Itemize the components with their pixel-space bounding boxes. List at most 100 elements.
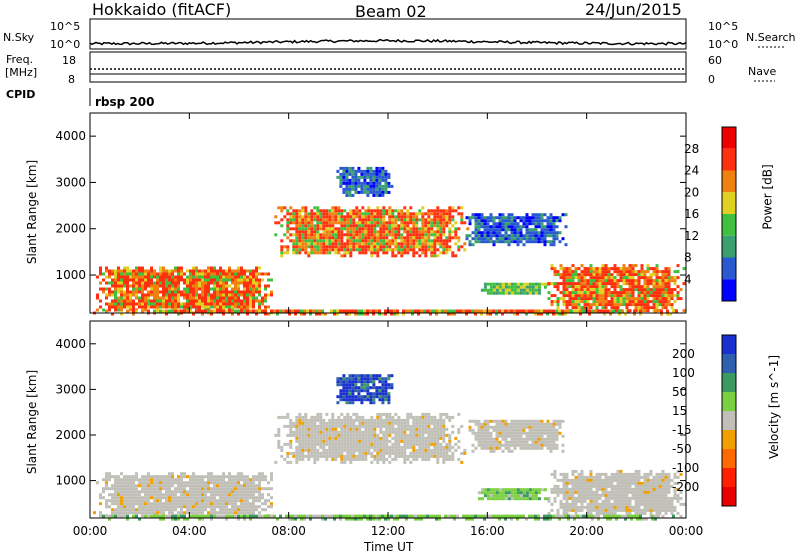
data-cell bbox=[192, 266, 195, 270]
data-cell bbox=[519, 282, 523, 286]
data-cell bbox=[159, 296, 162, 300]
data-cell bbox=[361, 239, 365, 243]
data-cell bbox=[307, 451, 311, 455]
data-cell bbox=[400, 212, 404, 216]
data-cell bbox=[492, 425, 496, 429]
data-cell bbox=[316, 457, 320, 461]
data-cell bbox=[424, 451, 428, 455]
data-cell bbox=[531, 291, 535, 295]
data-cell bbox=[373, 442, 377, 446]
data-cell bbox=[367, 430, 371, 434]
data-cell bbox=[421, 415, 425, 419]
data-cell bbox=[406, 436, 410, 440]
data-cell bbox=[550, 267, 554, 271]
data-cell bbox=[616, 303, 620, 307]
data-cell bbox=[213, 287, 216, 291]
data-cell bbox=[477, 428, 481, 432]
data-cell bbox=[237, 278, 240, 282]
data-cell bbox=[213, 275, 216, 279]
data-cell bbox=[171, 287, 174, 291]
data-cell bbox=[183, 502, 186, 506]
data-cell bbox=[177, 290, 180, 294]
data-cell bbox=[376, 206, 380, 210]
data-cell bbox=[583, 273, 587, 277]
data-cell bbox=[207, 284, 210, 288]
data-cell bbox=[264, 299, 267, 303]
data-cell bbox=[552, 312, 555, 316]
data-cell bbox=[249, 502, 252, 506]
data-cell bbox=[451, 215, 455, 219]
data-cell bbox=[237, 296, 240, 300]
data-cell bbox=[243, 484, 246, 488]
data-cell bbox=[433, 245, 437, 249]
data-cell bbox=[198, 296, 201, 300]
data-cell bbox=[427, 421, 431, 425]
data-cell bbox=[357, 184, 361, 188]
data-cell bbox=[342, 309, 345, 313]
data-cell bbox=[207, 499, 210, 503]
data-cell bbox=[463, 221, 467, 225]
data-cell bbox=[213, 487, 216, 491]
data-cell bbox=[243, 490, 246, 494]
data-cell bbox=[379, 209, 383, 213]
data-cell bbox=[198, 299, 201, 303]
data-cell bbox=[216, 293, 219, 297]
data-cell bbox=[336, 380, 340, 384]
data-cell bbox=[424, 254, 428, 258]
data-cell bbox=[102, 278, 105, 282]
data-cell bbox=[291, 309, 294, 313]
data-cell bbox=[343, 418, 347, 422]
data-cell bbox=[355, 239, 359, 243]
data-cell bbox=[129, 481, 132, 485]
data-cell bbox=[144, 302, 147, 306]
data-cell bbox=[171, 293, 174, 297]
data-cell bbox=[631, 273, 635, 277]
data-cell bbox=[99, 511, 102, 515]
data-cell bbox=[364, 454, 368, 458]
data-cell bbox=[372, 172, 376, 176]
data-cell bbox=[123, 514, 126, 518]
data-cell bbox=[367, 218, 371, 222]
data-cell bbox=[216, 296, 219, 300]
data-cell bbox=[559, 490, 563, 494]
data-cell bbox=[316, 412, 320, 416]
data-cell bbox=[321, 309, 324, 313]
data-cell bbox=[628, 282, 632, 286]
data-cell bbox=[195, 272, 198, 276]
data-cell bbox=[325, 433, 329, 437]
data-cell bbox=[201, 293, 204, 297]
data-cell bbox=[319, 445, 323, 449]
data-cell bbox=[561, 309, 564, 313]
data-cell bbox=[310, 233, 314, 237]
data-cell bbox=[390, 309, 393, 313]
data-cell bbox=[375, 172, 379, 176]
data-cell bbox=[204, 269, 207, 273]
data-cell bbox=[246, 493, 249, 497]
data-cell bbox=[528, 437, 532, 441]
data-cell bbox=[123, 275, 126, 279]
data-cell bbox=[427, 215, 431, 219]
data-cell bbox=[252, 309, 255, 313]
data-cell bbox=[123, 487, 126, 491]
data-cell bbox=[360, 383, 364, 387]
data-cell bbox=[448, 209, 452, 213]
data-cell bbox=[448, 457, 452, 461]
data-cell bbox=[270, 502, 273, 506]
data-cell bbox=[144, 272, 147, 276]
data-cell bbox=[351, 383, 355, 387]
data-cell bbox=[346, 242, 350, 246]
data-cell bbox=[307, 427, 311, 431]
data-cell bbox=[165, 272, 168, 276]
data-cell bbox=[492, 234, 496, 238]
data-cell bbox=[361, 448, 365, 452]
data-cell bbox=[366, 392, 370, 396]
data-cell bbox=[316, 215, 320, 219]
data-cell bbox=[388, 430, 392, 434]
data-cell bbox=[567, 309, 570, 313]
data-cell bbox=[552, 216, 556, 220]
data-cell bbox=[357, 374, 361, 378]
data-cell bbox=[138, 278, 141, 282]
data-cell bbox=[436, 445, 440, 449]
data-cell bbox=[568, 502, 572, 506]
data-cell bbox=[255, 478, 258, 482]
